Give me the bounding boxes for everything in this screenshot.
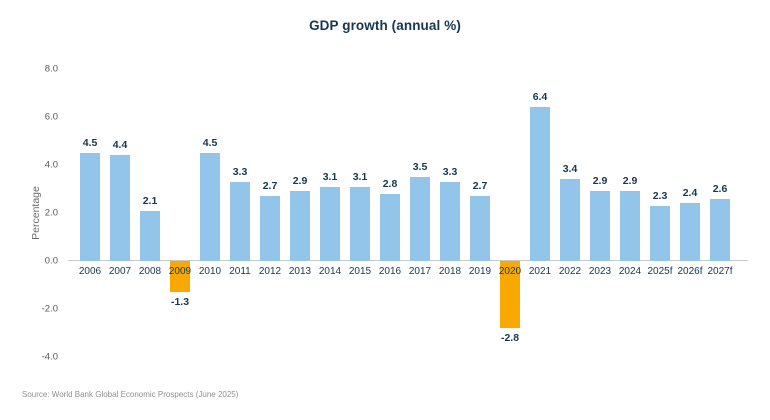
x-tick-label-2006: 2006 xyxy=(78,266,102,277)
x-tick-label-2014: 2014 xyxy=(318,266,342,277)
bar-2011 xyxy=(230,181,250,261)
y-tick-label: -2.0 xyxy=(41,303,58,315)
bar-2009 xyxy=(170,261,190,293)
x-tick-label-2008: 2008 xyxy=(138,266,162,277)
bar-2027f xyxy=(710,198,730,261)
value-label-2015: 3.1 xyxy=(352,170,368,183)
bar-2014 xyxy=(320,186,340,261)
bar-2026f xyxy=(680,203,700,261)
value-label-2026f: 2.4 xyxy=(682,187,698,200)
x-tick-label-2022: 2022 xyxy=(558,266,582,277)
bar-2019 xyxy=(470,196,490,261)
value-label-2017: 3.5 xyxy=(412,161,428,173)
bar-2022 xyxy=(560,179,580,261)
value-label-2020: -2.8 xyxy=(500,332,520,345)
x-tick-label-2026f: 2026f xyxy=(677,266,703,277)
bar-2020 xyxy=(500,261,520,329)
x-tick-label-2016: 2016 xyxy=(378,266,402,277)
x-tick-label-2007: 2007 xyxy=(108,266,132,277)
y-tick-label: 2.0 xyxy=(44,207,58,219)
y-tick-label: 6.0 xyxy=(44,111,58,123)
value-label-2025f: 2.3 xyxy=(652,189,668,202)
value-label-2024: 2.9 xyxy=(622,175,638,188)
bar-2006 xyxy=(80,153,100,261)
value-label-2010: 4.5 xyxy=(202,137,218,149)
y-tick-label: 8.0 xyxy=(44,63,58,75)
chart-title: GDP growth (annual %) xyxy=(309,18,461,33)
x-tick-label-2023: 2023 xyxy=(588,266,612,277)
bar-2013 xyxy=(290,191,310,261)
x-tick-label-2021: 2021 xyxy=(528,266,552,277)
value-label-2021: 6.4 xyxy=(532,91,548,104)
bar-2017 xyxy=(410,177,430,261)
value-label-2009: -1.3 xyxy=(170,296,190,309)
x-tick-label-2024: 2024 xyxy=(618,266,642,277)
x-tick-label-2010: 2010 xyxy=(198,266,222,277)
bar-2016 xyxy=(380,193,400,261)
bar-2007 xyxy=(110,155,130,261)
value-label-2011: 3.3 xyxy=(232,165,248,178)
bar-2018 xyxy=(440,181,460,261)
bar-2024 xyxy=(620,191,640,261)
value-label-2012: 2.7 xyxy=(262,180,278,193)
bar-2015 xyxy=(350,186,370,261)
y-tick-label: 0.0 xyxy=(44,255,58,267)
x-tick-label-2018: 2018 xyxy=(438,266,462,277)
bar-2010 xyxy=(200,153,220,261)
x-tick-label-2009: 2009 xyxy=(168,266,192,277)
x-tick-label-2027f: 2027f xyxy=(707,266,733,277)
bar-2025f xyxy=(650,205,670,261)
x-tick-label-2011: 2011 xyxy=(229,266,251,277)
bar-2023 xyxy=(590,191,610,261)
value-label-2027f: 2.6 xyxy=(712,182,728,195)
value-label-2014: 3.1 xyxy=(322,170,338,183)
x-axis-line xyxy=(68,260,748,261)
value-label-2022: 3.4 xyxy=(562,163,578,176)
bar-2008 xyxy=(140,210,160,261)
bar-2021 xyxy=(530,107,550,261)
x-tick-label-2020: 2020 xyxy=(498,266,522,277)
value-label-2016: 2.8 xyxy=(382,177,398,190)
x-tick-label-2012: 2012 xyxy=(258,266,282,277)
value-label-2007: 4.4 xyxy=(112,139,128,152)
value-label-2018: 3.3 xyxy=(442,165,458,178)
value-label-2008: 2.1 xyxy=(142,194,158,207)
x-tick-label-2013: 2013 xyxy=(288,266,312,277)
value-label-2023: 2.9 xyxy=(592,175,608,188)
source-note: Source: World Bank Global Economic Prosp… xyxy=(22,390,239,399)
y-tick-label: -4.0 xyxy=(41,351,58,363)
x-tick-label-2017: 2017 xyxy=(408,266,432,277)
x-tick-label-2015: 2015 xyxy=(348,266,372,277)
value-label-2013: 2.9 xyxy=(292,175,308,188)
y-tick-label: 4.0 xyxy=(44,159,58,171)
value-label-2019: 2.7 xyxy=(472,180,488,193)
x-tick-label-2025f: 2025f xyxy=(647,266,673,277)
x-tick-label-2019: 2019 xyxy=(468,266,492,277)
bar-2012 xyxy=(260,196,280,261)
value-label-2006: 4.5 xyxy=(82,137,98,149)
